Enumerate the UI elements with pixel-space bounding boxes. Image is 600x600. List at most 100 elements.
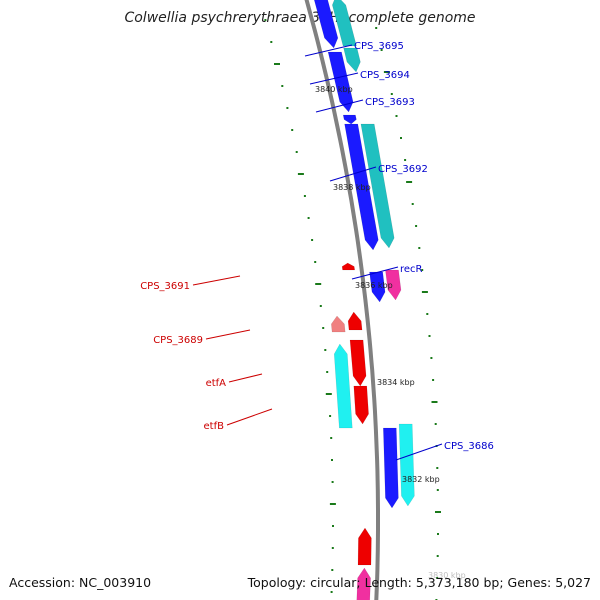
major-tick-mark bbox=[325, 393, 332, 395]
minor-tick-mark bbox=[331, 459, 333, 461]
gene-cds-etfA[interactable] bbox=[349, 339, 367, 387]
gene-label-CPS_3692[interactable]: CPS_3692 bbox=[378, 164, 428, 175]
gene-cds-CPS_3693[interactable] bbox=[342, 114, 357, 125]
minor-tick-mark bbox=[326, 371, 329, 373]
minor-tick-mark bbox=[270, 41, 273, 43]
gene-cds-etfB[interactable] bbox=[353, 385, 369, 425]
minor-tick-mark bbox=[436, 577, 439, 579]
gene-label-CPS_3693[interactable]: CPS_3693 bbox=[365, 97, 415, 108]
minor-tick-mark bbox=[314, 261, 317, 263]
genome-summary-text: Topology: circular; Length: 5,373,180 bp… bbox=[247, 575, 591, 590]
gene-recR[interactable] bbox=[385, 269, 402, 301]
minor-tick-mark bbox=[332, 525, 334, 527]
minor-tick-mark bbox=[432, 379, 435, 381]
minor-tick-mark bbox=[436, 555, 439, 557]
map-title: Colwellia psychrerythraea 34H, complete … bbox=[124, 10, 476, 26]
gene-label-CPS_3695[interactable]: CPS_3695 bbox=[354, 41, 404, 52]
minor-tick-mark bbox=[436, 489, 439, 491]
leader-line-CPS_3691 bbox=[192, 275, 241, 286]
gene-label-CPS_3689[interactable]: CPS_3689 bbox=[153, 335, 203, 346]
scale-label: 3840 kbp bbox=[315, 85, 353, 94]
major-tick-mark bbox=[315, 283, 322, 285]
major-tick-mark bbox=[383, 71, 390, 73]
gene-features bbox=[313, 0, 415, 600]
minor-tick-mark bbox=[436, 467, 439, 469]
minor-tick-mark bbox=[330, 591, 333, 593]
minor-tick-mark bbox=[400, 137, 402, 139]
major-tick-mark bbox=[297, 173, 304, 175]
gene-label-CPS_3691[interactable]: CPS_3691 bbox=[140, 281, 190, 292]
minor-tick-mark bbox=[434, 423, 437, 425]
minor-tick-mark bbox=[329, 415, 332, 417]
gene-lower[interactable] bbox=[356, 567, 371, 600]
minor-tick-mark bbox=[322, 327, 325, 329]
minor-tick-mark bbox=[303, 195, 306, 197]
accession-text: Accession: NC_003910 bbox=[9, 575, 152, 590]
scale-label: 3830 kbp bbox=[428, 571, 466, 580]
label-leader-lines bbox=[192, 44, 443, 461]
scale-label: 3832 kbp bbox=[402, 475, 440, 484]
minor-tick-mark bbox=[330, 437, 333, 439]
scale-label: 3834 kbp bbox=[377, 378, 415, 387]
minor-tick-mark bbox=[331, 569, 334, 571]
minor-tick-mark bbox=[324, 349, 327, 351]
minor-tick-mark bbox=[390, 93, 393, 95]
major-tick-mark bbox=[406, 181, 413, 183]
gene-label-etfA[interactable]: etfA bbox=[206, 378, 227, 389]
gene-CPS_3689[interactable] bbox=[331, 315, 346, 333]
major-tick-mark bbox=[421, 291, 428, 293]
minor-tick-mark bbox=[428, 335, 431, 337]
leader-line-CPS_3695 bbox=[304, 44, 353, 57]
minor-tick-mark bbox=[426, 313, 429, 315]
gene-cds-CPS_3686[interactable] bbox=[383, 427, 399, 509]
minor-tick-mark bbox=[421, 269, 424, 271]
gene-CPS_3692[interactable] bbox=[360, 123, 395, 249]
major-tick-mark bbox=[431, 401, 438, 403]
minor-tick-mark bbox=[281, 85, 284, 87]
gene-CPS_3694[interactable] bbox=[343, 47, 361, 73]
gene-label-CPS_3686[interactable]: CPS_3686 bbox=[444, 441, 494, 452]
minor-tick-mark bbox=[331, 547, 334, 549]
leader-line-CPS_3694 bbox=[309, 72, 359, 85]
leader-line-CPS_3686 bbox=[395, 443, 443, 461]
leader-line-etfB bbox=[226, 408, 273, 426]
gene-cds-CPS_3691[interactable] bbox=[341, 262, 355, 271]
major-tick-mark bbox=[274, 63, 280, 65]
leader-line-etfA bbox=[228, 373, 263, 383]
gene-cds-CPS_3692[interactable] bbox=[344, 123, 379, 251]
gene-CPS_3686[interactable] bbox=[398, 423, 415, 507]
minor-tick-mark bbox=[415, 225, 418, 227]
scale-label: 3836 kbp bbox=[355, 281, 393, 290]
gene-etfA[interactable] bbox=[333, 343, 353, 429]
major-tick-mark bbox=[329, 503, 336, 505]
gene-cds-CPS_3694[interactable] bbox=[327, 51, 354, 113]
minor-tick-mark bbox=[307, 217, 310, 219]
gene-labels: CPS_3695 CPS_3694 CPS_3693 CPS_3692 recR CPS_… bbox=[140, 41, 494, 452]
minor-tick-mark bbox=[311, 239, 314, 241]
minor-tick-mark bbox=[437, 533, 439, 535]
tick-marks bbox=[264, 19, 441, 600]
major-tick-mark bbox=[435, 511, 441, 513]
minor-tick-mark bbox=[375, 27, 378, 29]
gene-label-etfB[interactable]: etfB bbox=[204, 421, 225, 432]
minor-tick-mark bbox=[264, 19, 267, 21]
scale-labels: 3840 kbp 3838 kbp 3836 kbp 3834 kbp 3832 kbp… bbox=[315, 85, 466, 580]
leader-line-CPS_3693 bbox=[315, 99, 364, 113]
minor-tick-mark bbox=[418, 247, 421, 249]
genome-backbone bbox=[304, 0, 380, 600]
leader-line-CPS_3692 bbox=[329, 166, 377, 182]
gene-cds-lower[interactable] bbox=[357, 527, 372, 566]
minor-tick-mark bbox=[331, 481, 334, 483]
gene-cds-CPS_3689[interactable] bbox=[347, 311, 363, 331]
leader-line-CPS_3689 bbox=[205, 329, 251, 340]
minor-tick-mark bbox=[286, 107, 289, 109]
gene-label-CPS_3694[interactable]: CPS_3694 bbox=[360, 70, 410, 81]
gene-cds-CPS_3695[interactable] bbox=[313, 0, 339, 49]
minor-tick-mark bbox=[404, 159, 407, 161]
gene-label-recR[interactable]: recR bbox=[400, 264, 423, 275]
minor-tick-mark bbox=[430, 357, 433, 359]
minor-tick-mark bbox=[295, 151, 298, 153]
leader-line-recR bbox=[351, 266, 399, 280]
